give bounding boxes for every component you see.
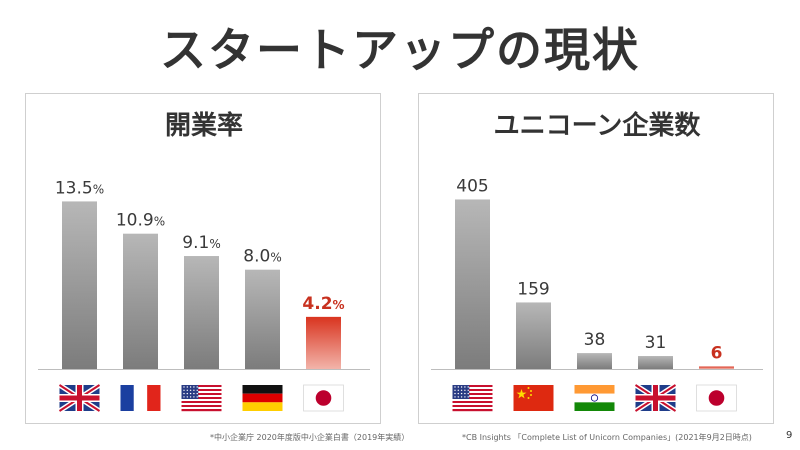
bar-france [123, 233, 158, 369]
value-label-uk: 13.5% [55, 178, 104, 198]
usa-flag-icon [452, 385, 493, 412]
japan-flag-icon [303, 384, 344, 412]
unicorn-footnote: *CB Insights 「Complete List of Unicorn C… [462, 433, 752, 442]
bar-japan [306, 316, 341, 369]
value-label-china: 159 [517, 279, 549, 299]
value-label-germany: 8.0% [243, 247, 281, 267]
value-label-france: 10.9% [116, 211, 165, 231]
bar-china [516, 302, 551, 369]
germany-flag-icon [242, 385, 283, 411]
value-label-usa: 9.1% [182, 233, 220, 253]
india-flag-icon [574, 385, 615, 411]
bar-usa [184, 256, 219, 369]
chart-title: 開業率 [165, 110, 243, 141]
startup-rate-chart: 開業率 13.5% 10.9% 9.1% 8.0% 4.2% [38, 110, 370, 414]
value-label-japan: 4.2% [302, 294, 344, 314]
chart-title: ユニコーン企業数 [494, 110, 702, 141]
unicorn-count-chart: ユニコーン企業数 405 159 38 31 6 [431, 110, 763, 414]
value-label-uk: 31 [645, 333, 667, 353]
bar-uk [638, 356, 673, 369]
unicorn-count-panel: ユニコーン企業数 405 159 38 31 6 [418, 93, 774, 424]
japan-flag-icon [696, 384, 737, 412]
value-label-india: 38 [584, 330, 606, 350]
bar-uk [62, 201, 97, 369]
china-flag-icon [513, 385, 554, 411]
bar-usa [455, 199, 490, 369]
usa-flag-icon [181, 385, 222, 412]
bar-japan [699, 366, 734, 369]
value-label-usa: 405 [456, 176, 488, 196]
france-flag-icon [120, 385, 161, 411]
uk-flag-icon [58, 382, 101, 414]
startup-rate-footnote: *中小企業庁 2020年度版中小企業白書（2019年実績） [210, 433, 410, 442]
uk-flag-icon [634, 382, 677, 414]
slide-title: スタートアップの現状 [160, 23, 640, 77]
bar-india [577, 353, 612, 369]
page-number: 9 [786, 430, 793, 441]
bar-germany [245, 269, 280, 369]
startup-rate-panel: 開業率 13.5% 10.9% 9.1% 8.0% 4.2% [25, 93, 381, 424]
value-label-japan: 6 [711, 343, 723, 363]
